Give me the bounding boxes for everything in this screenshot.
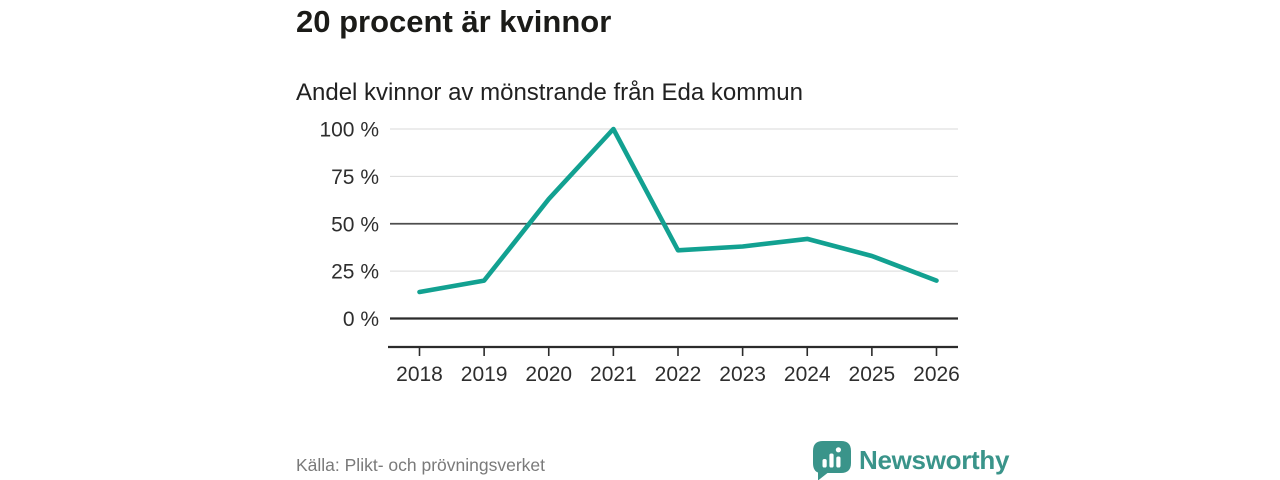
x-axis-label: 2020 [525, 363, 572, 386]
y-axis-label: 75 % [331, 166, 379, 189]
data-line-andel-kvinnor [417, 126, 939, 295]
x-axis-label: 2019 [461, 363, 508, 386]
x-axis-label: 2022 [655, 363, 702, 386]
y-axis-label: 25 % [331, 261, 379, 284]
chart-title: 20 procent är kvinnor [296, 4, 612, 39]
x-axis-label: 2025 [849, 363, 896, 386]
x-axis-label: 2023 [719, 363, 766, 386]
x-axis-label: 2024 [784, 363, 831, 386]
source-note: Källa: Plikt- och prövningsverket [296, 455, 545, 475]
brand-name: Newsworthy [859, 444, 1010, 475]
chart-subtitle: Andel kvinnor av mönstrande från Eda kom… [296, 79, 803, 106]
y-axis-label: 100 % [319, 119, 379, 142]
x-axis-label: 2026 [913, 363, 960, 386]
newsworthy-logo: Newsworthy [812, 440, 1009, 480]
y-axis-label: 0 % [343, 308, 379, 331]
x-axis-label: 2018 [396, 363, 443, 386]
bar-chart-speech-bubble-icon [812, 440, 852, 480]
x-axis-label: 2021 [590, 363, 637, 386]
y-axis-label: 50 % [331, 213, 379, 236]
